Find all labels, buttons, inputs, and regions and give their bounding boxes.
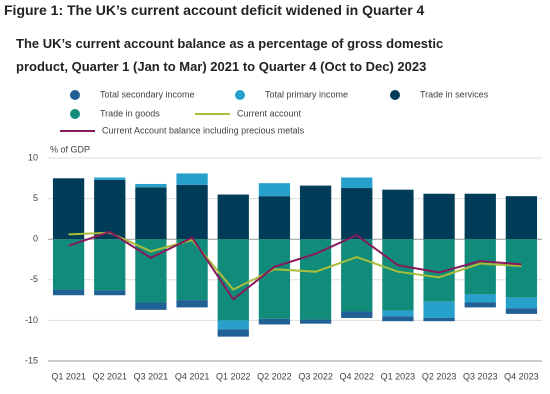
y-tick-label: 10	[28, 152, 38, 162]
chart-title: Figure 1: The UK’s current account defic…	[4, 2, 425, 18]
bar-segment	[341, 188, 373, 240]
bar-segment	[94, 179, 126, 240]
bar-segment	[52, 239, 85, 290]
bar-segment	[217, 239, 249, 321]
bar-segment	[341, 239, 373, 312]
bar-segment	[217, 320, 249, 330]
bar-segment	[135, 183, 167, 188]
bar-segment	[464, 302, 496, 308]
bar-segment	[382, 239, 414, 311]
bar-segment	[258, 239, 291, 319]
bar-segment	[299, 319, 332, 324]
bar-segment	[94, 290, 126, 296]
bar-segment	[505, 297, 538, 309]
bar-segment	[464, 193, 496, 240]
x-tick-label: Q1 2023	[381, 371, 416, 381]
legend-label: Current account	[237, 108, 302, 118]
bar-segment	[423, 193, 455, 240]
legend-label: Total secondary income	[100, 89, 195, 99]
bar-segment	[176, 184, 208, 240]
bar-segment	[382, 316, 414, 322]
bar-segment	[505, 239, 538, 298]
x-tick-label: Q1 2021	[51, 371, 86, 381]
legend-swatch	[70, 109, 80, 119]
y-tick-label: -15	[25, 355, 38, 365]
legend-label: Total primary income	[265, 89, 348, 99]
y-tick-label: 5	[33, 193, 38, 203]
y-tick-label: -10	[25, 315, 38, 325]
x-tick-label: Q4 2022	[339, 371, 374, 381]
chart-subtitle: The UK’s current account balance as a pe…	[16, 36, 444, 74]
bar-segment	[258, 318, 291, 325]
legend-swatch	[70, 90, 80, 100]
bar-segment	[423, 317, 455, 322]
x-tick-label: Q4 2023	[504, 371, 539, 381]
bar-segment	[135, 187, 167, 240]
bar-segment	[299, 185, 332, 240]
bar-segment	[258, 183, 291, 197]
bar-segment	[382, 189, 414, 240]
x-tick-label: Q3 2021	[134, 371, 169, 381]
bar-segment	[176, 239, 208, 301]
bar-segment	[94, 177, 126, 180]
bar-segment	[52, 289, 85, 296]
legend-swatch	[235, 90, 245, 100]
line-series	[68, 230, 522, 301]
x-tick-label: Q3 2023	[463, 371, 498, 381]
x-tick-label: Q4 2021	[175, 371, 210, 381]
bar-segment	[341, 311, 373, 318]
x-tick-label: Q2 2022	[257, 371, 292, 381]
x-tick-label: Q2 2021	[92, 371, 127, 381]
bar-segment	[176, 300, 208, 308]
x-tick-label: Q1 2022	[216, 371, 251, 381]
bar-segment	[505, 308, 538, 314]
bar-segment	[94, 239, 126, 291]
legend-label: Current Account balance including precio…	[102, 125, 305, 135]
bar-segment	[217, 329, 249, 337]
bar-segment	[135, 239, 167, 303]
legend-label: Trade in goods	[100, 108, 160, 118]
bar-segment	[135, 302, 167, 310]
bar-segment	[423, 301, 455, 318]
y-tick-label: 0	[33, 234, 38, 244]
y-axis-label: % of GDP	[50, 144, 90, 154]
y-tick-label: -5	[30, 274, 38, 284]
x-tick-label: Q3 2022	[298, 371, 333, 381]
bar-segment	[52, 178, 85, 240]
x-tick-label: Q2 2023	[422, 371, 457, 381]
bar-segment	[464, 294, 496, 303]
bar-segment	[258, 196, 291, 240]
bar-segment	[217, 194, 249, 240]
bar-segment	[176, 173, 208, 185]
bar-segment	[341, 177, 373, 189]
legend-swatch	[390, 90, 400, 100]
bar-segment	[382, 310, 414, 317]
line-series	[68, 231, 522, 291]
bar-segment	[299, 239, 332, 320]
legend-label: Trade in services	[420, 89, 489, 99]
bar-segment	[505, 196, 538, 240]
